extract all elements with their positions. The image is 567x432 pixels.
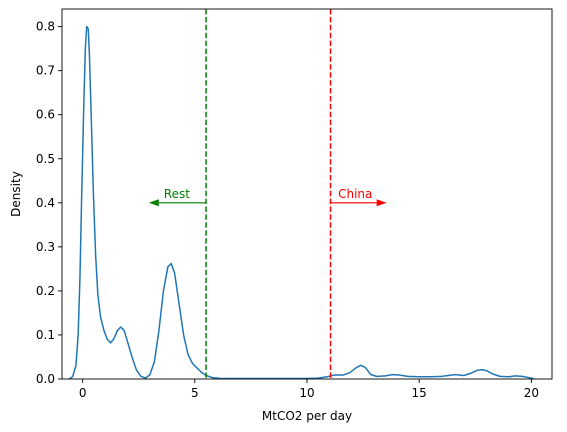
annotation-label-china: China bbox=[338, 187, 372, 201]
annotation-label-rest: Rest bbox=[164, 187, 190, 201]
axes: 0 5 10 15 20 0.0 0.1 0.2 0.3 0.4 0.5 0.6 0.7 0.8 bbox=[36, 8, 553, 400]
x-tick-label: 10 bbox=[299, 386, 314, 400]
y-tick-label: 0.3 bbox=[36, 240, 55, 254]
y-tick-label: 0.1 bbox=[36, 328, 55, 342]
y-tick-label: 0.0 bbox=[36, 372, 55, 386]
y-tick-label: 0.5 bbox=[36, 152, 55, 166]
plot-area: Rest China bbox=[68, 9, 534, 380]
y-axis-label: Density bbox=[9, 171, 23, 217]
annotation-arrowhead-china bbox=[376, 199, 387, 207]
x-tick-label: 20 bbox=[524, 386, 539, 400]
x-axis-label: MtCO2 per day bbox=[262, 409, 352, 423]
x-tick-label: 5 bbox=[191, 386, 199, 400]
x-tick-label: 0 bbox=[79, 386, 87, 400]
y-tick-label: 0.2 bbox=[36, 284, 55, 298]
y-tick-label: 0.6 bbox=[36, 108, 55, 122]
plot-frame bbox=[61, 8, 553, 380]
y-tick-label: 0.8 bbox=[36, 20, 55, 34]
y-tick-label: 0.7 bbox=[36, 64, 55, 78]
x-tick-label: 15 bbox=[412, 386, 427, 400]
density-curve-line bbox=[68, 25, 534, 380]
annotation-arrowhead-rest bbox=[148, 199, 159, 207]
y-tick-label: 0.4 bbox=[36, 196, 55, 210]
